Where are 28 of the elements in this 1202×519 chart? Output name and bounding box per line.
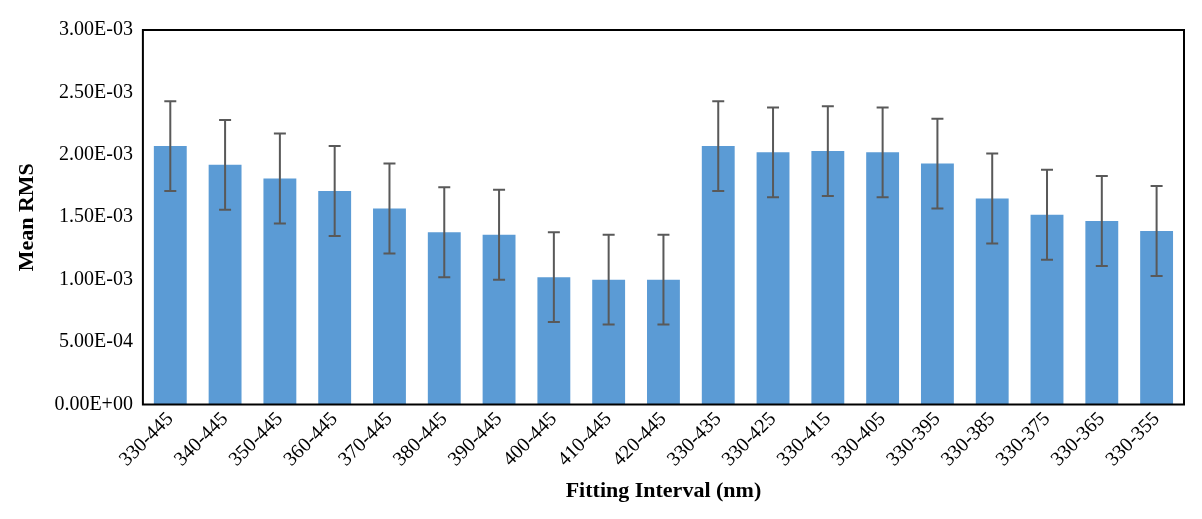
bar: [647, 279, 680, 405]
bar: [318, 191, 352, 405]
y-tick-label: 5.00E-04: [59, 329, 133, 352]
bar: [866, 152, 900, 405]
y-tick-label: 2.00E-03: [59, 142, 133, 165]
bar: [373, 208, 406, 405]
bar: [756, 152, 790, 405]
bar: [153, 146, 187, 405]
bar: [592, 279, 626, 405]
bar: [208, 164, 242, 405]
y-axis-title: Mean RMS: [12, 163, 38, 272]
bar: [482, 234, 516, 405]
bar: [427, 232, 461, 405]
x-axis-title: Fitting Interval (nm): [565, 477, 762, 503]
y-tick-label: 3.00E-03: [59, 17, 133, 40]
y-tick-label: 2.50E-03: [59, 79, 133, 102]
y-tick-label: 0.00E+00: [54, 391, 133, 414]
y-tick-label: 1.00E-03: [59, 266, 133, 289]
bar: [537, 277, 571, 405]
bar: [263, 178, 297, 405]
bar: [811, 151, 845, 405]
bar: [1085, 220, 1119, 405]
bar: [1030, 214, 1064, 405]
y-tick-label: 1.50E-03: [59, 204, 133, 227]
bar: [1140, 230, 1174, 405]
bar: [701, 146, 735, 405]
bar: [975, 198, 1009, 405]
bar: [920, 163, 954, 405]
